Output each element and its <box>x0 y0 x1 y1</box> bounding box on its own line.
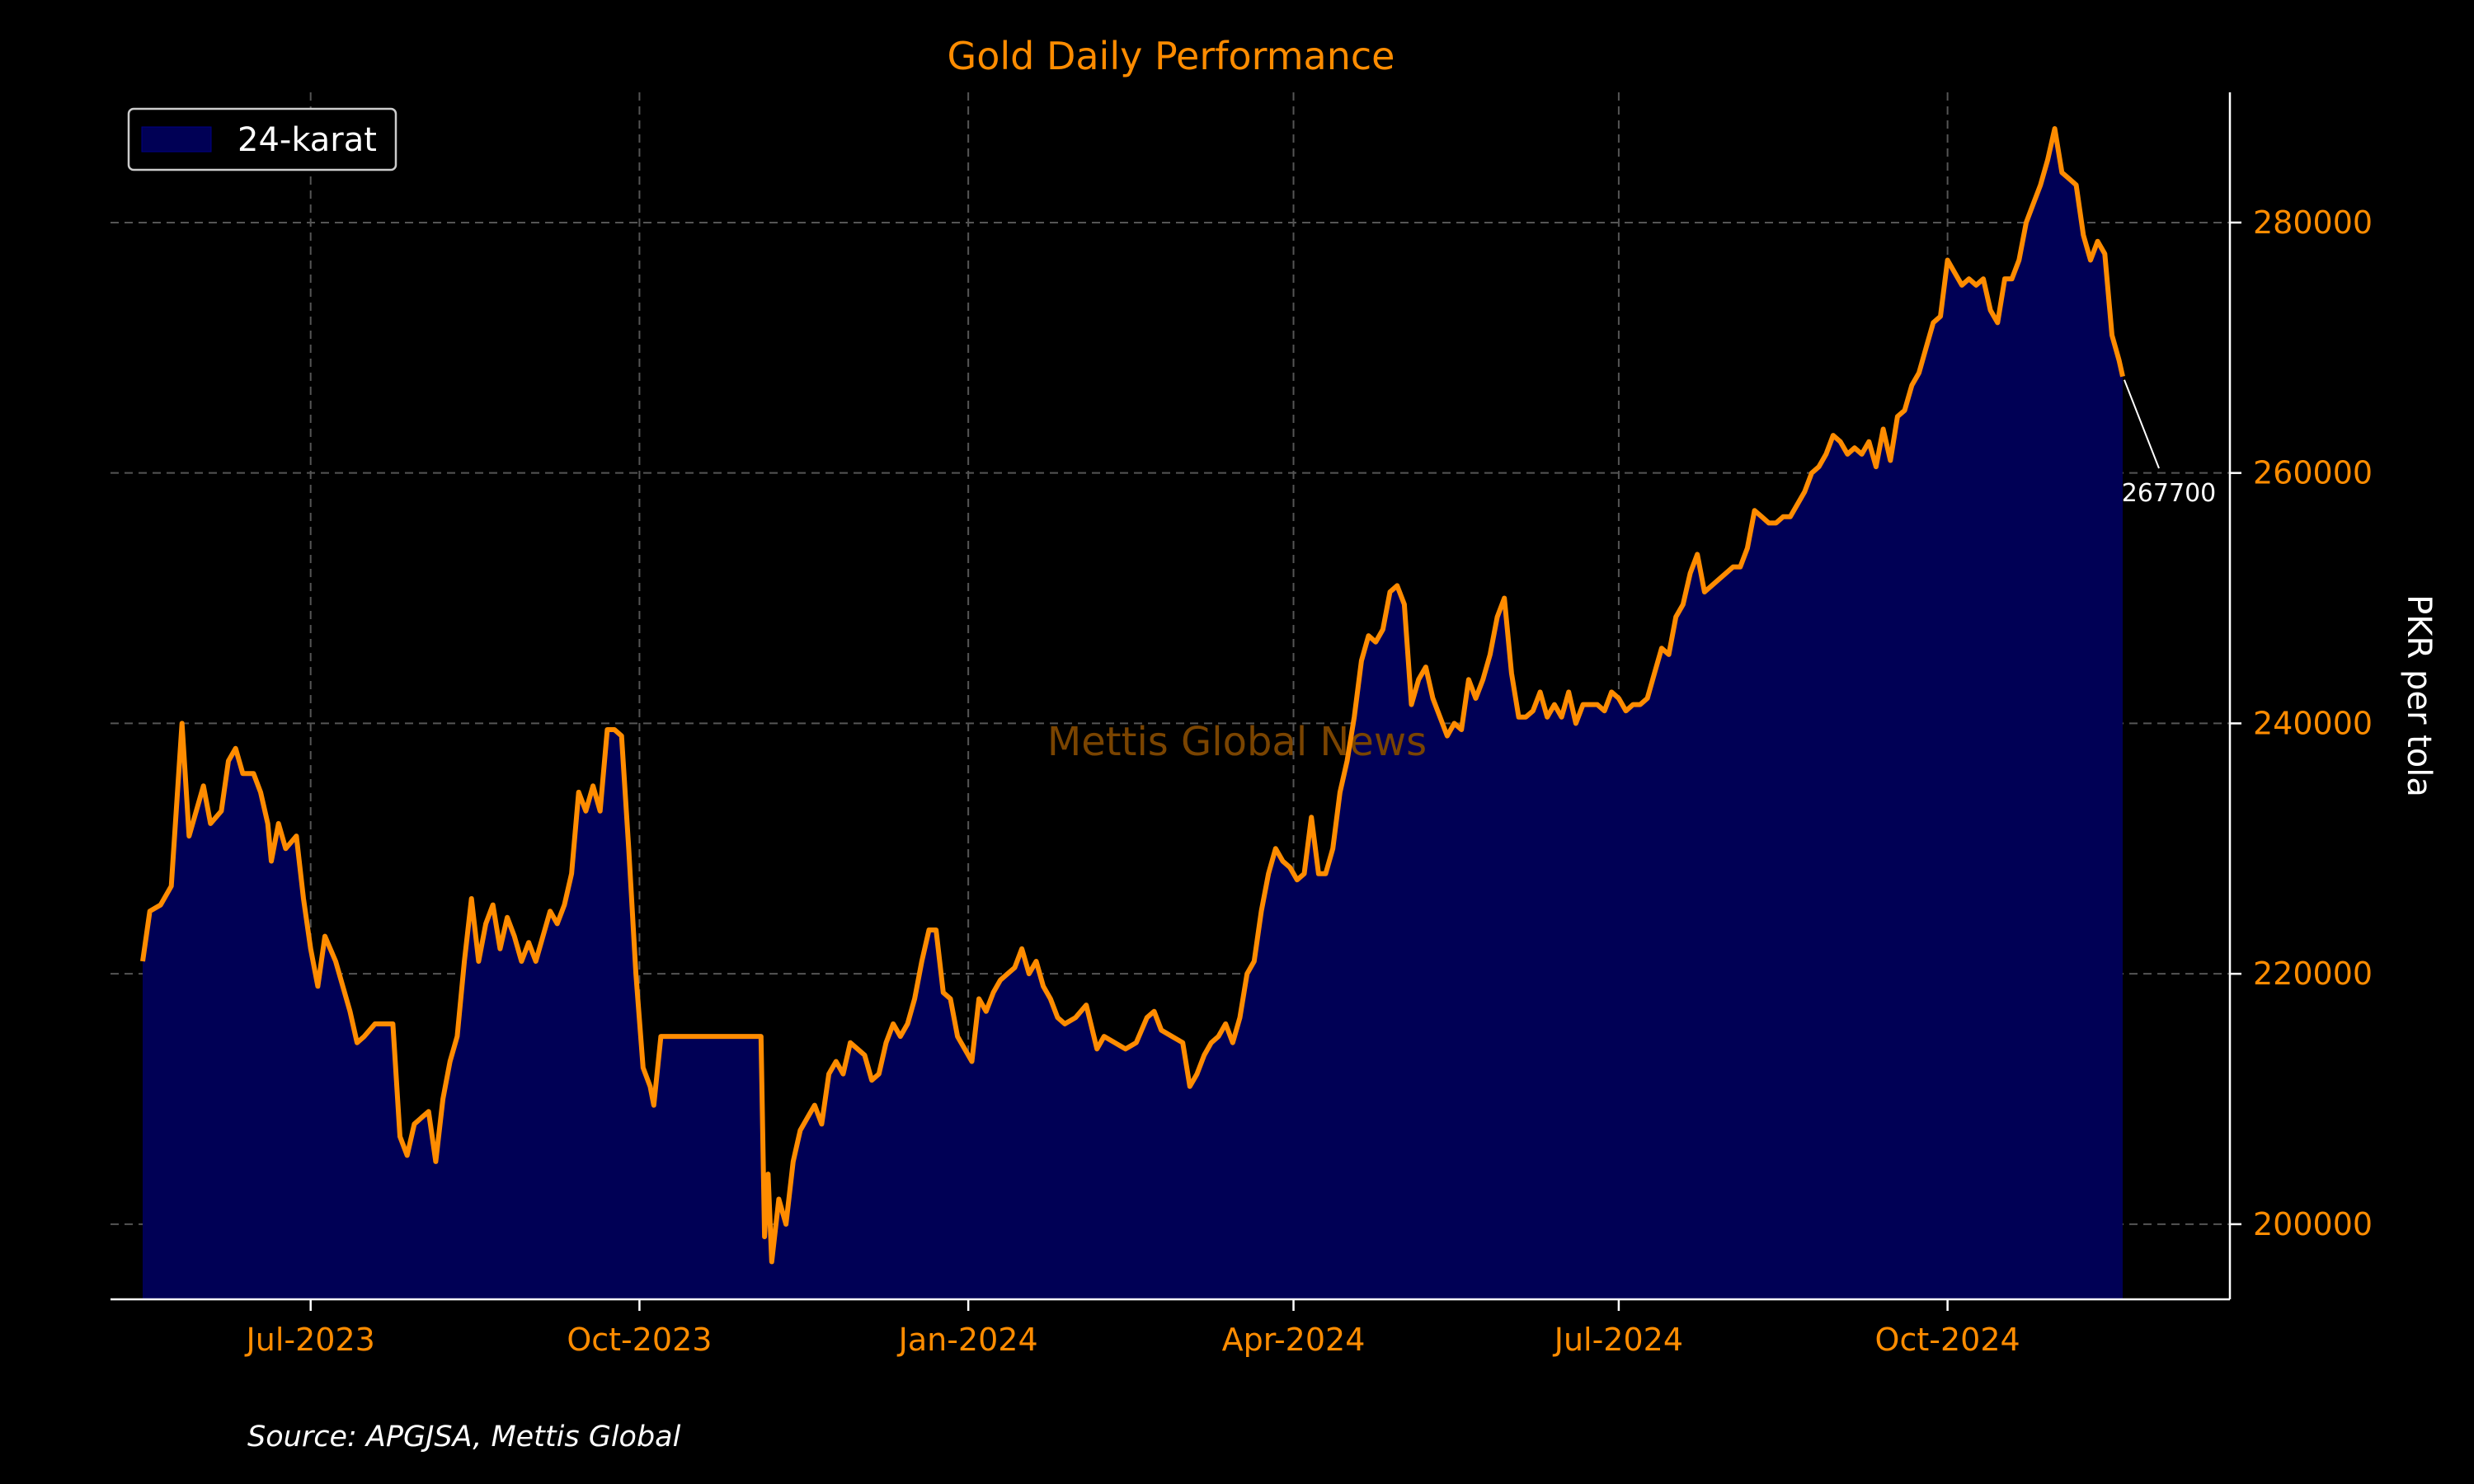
watermark-group: Mettis Global News <box>1047 719 1427 765</box>
x-axis-ticks: Jul-2023 Oct-2023 Jan-2024 Apr-2024 Jul-2024… <box>245 1299 2020 1358</box>
y-tick-label: 240000 <box>2253 705 2373 741</box>
y-tick-label: 280000 <box>2253 204 2373 241</box>
y-axis-ticks: 200000 220000 240000 260000 280000 <box>2230 204 2373 1242</box>
x-tick-label: Oct-2023 <box>567 1322 712 1358</box>
annotation-arrow <box>2124 379 2160 469</box>
axes <box>111 92 2232 1301</box>
legend-frame <box>127 107 397 171</box>
legend: 24-karat <box>127 107 397 171</box>
chart-title: Gold Daily Performance <box>948 34 1395 78</box>
source-note: Source: APGJSA, Mettis Global <box>247 1421 681 1453</box>
watermark-text: Mettis Global News <box>1047 719 1427 765</box>
last-value-annotation: 267700 <box>2122 379 2217 508</box>
legend-swatch-24-karat <box>141 126 212 153</box>
x-tick-label: Jan-2024 <box>897 1322 1038 1358</box>
x-tick-label: Oct-2024 <box>1875 1322 2020 1358</box>
annotation-label: 267700 <box>2122 479 2217 508</box>
y-tick-label: 220000 <box>2253 956 2373 992</box>
y-tick-label: 260000 <box>2253 455 2373 491</box>
y-tick-label: 200000 <box>2253 1206 2373 1242</box>
x-tick-label: Jul-2024 <box>1553 1322 1683 1358</box>
x-tick-label: Apr-2024 <box>1222 1322 1366 1358</box>
legend-label-24-karat: 24-karat <box>238 121 377 159</box>
series-line-24-karat <box>140 126 2125 1265</box>
y-axis-label: PKR per tola <box>2400 594 2438 797</box>
x-tick-label: Jul-2023 <box>245 1322 375 1358</box>
